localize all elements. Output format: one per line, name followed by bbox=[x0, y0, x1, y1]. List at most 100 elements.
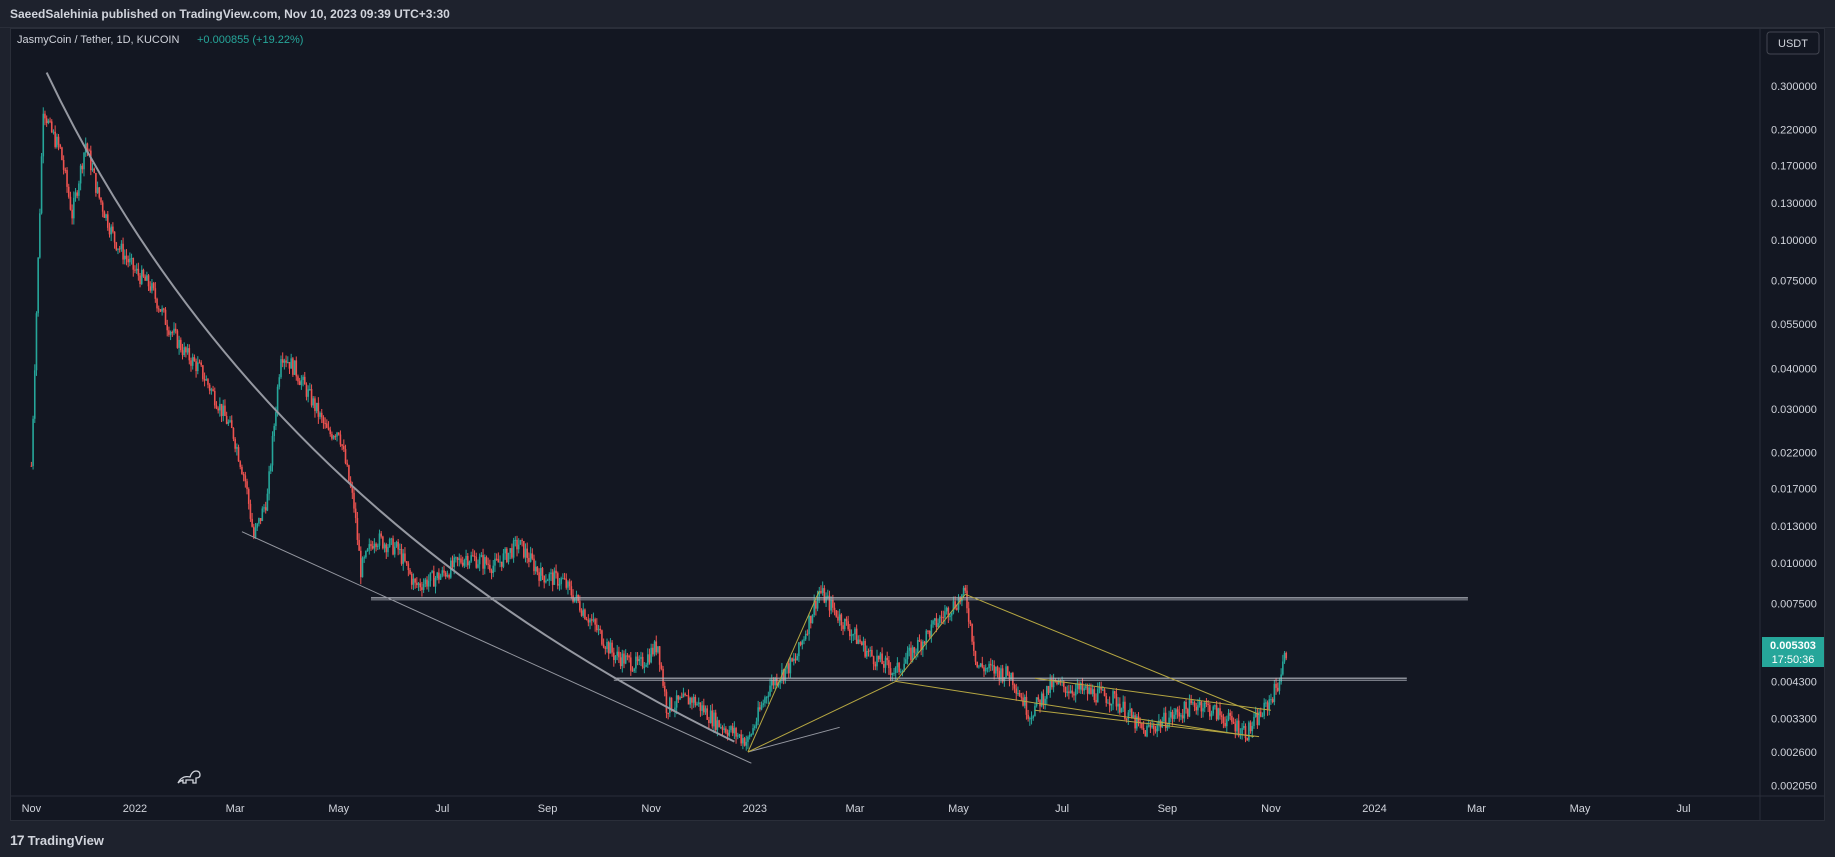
candle-body bbox=[1266, 702, 1269, 710]
candle-body bbox=[886, 657, 888, 661]
candle-body bbox=[276, 386, 279, 413]
price-tick-label: 0.130000 bbox=[1771, 198, 1817, 210]
candle-body bbox=[353, 492, 355, 509]
candle-body bbox=[976, 661, 978, 667]
candle-body bbox=[881, 653, 883, 665]
candle-body bbox=[753, 726, 756, 729]
candle-body bbox=[1278, 681, 1281, 691]
candle-body bbox=[933, 618, 936, 621]
pattern-line[interactable] bbox=[1034, 709, 1260, 738]
price-tick-label: 0.220000 bbox=[1771, 124, 1817, 136]
tradingview-logo[interactable]: 17 TradingView bbox=[10, 832, 104, 848]
candle-body bbox=[475, 556, 478, 568]
candle-body bbox=[180, 339, 182, 351]
pattern-line[interactable] bbox=[895, 594, 966, 682]
candle-body bbox=[37, 257, 39, 314]
candle-body bbox=[112, 226, 114, 232]
candle-body bbox=[1234, 723, 1237, 732]
candle-body bbox=[1064, 686, 1067, 693]
candle-body bbox=[1010, 672, 1012, 680]
currency-button[interactable]: USDT bbox=[1766, 31, 1820, 55]
pattern-line[interactable] bbox=[747, 590, 820, 753]
candle-body bbox=[324, 423, 326, 425]
candle-body bbox=[1112, 691, 1114, 704]
candle-body bbox=[901, 671, 904, 673]
candle-body bbox=[373, 543, 376, 549]
candle-body bbox=[646, 654, 649, 665]
candle-body bbox=[397, 541, 399, 550]
candle-body bbox=[1039, 699, 1041, 707]
candle-body bbox=[1001, 668, 1004, 682]
candle-body bbox=[242, 474, 245, 476]
pattern-line[interactable] bbox=[747, 680, 896, 753]
candle-body bbox=[1215, 705, 1218, 720]
candle-body bbox=[694, 696, 697, 706]
candle-body bbox=[888, 660, 890, 669]
candle-body bbox=[804, 633, 807, 640]
candle-body bbox=[161, 308, 163, 312]
candle-body bbox=[587, 620, 590, 623]
candle-body bbox=[604, 647, 607, 649]
candle-body bbox=[341, 444, 343, 446]
candle-body bbox=[745, 741, 748, 746]
pattern-line[interactable] bbox=[965, 593, 1260, 715]
candle-body bbox=[174, 328, 177, 331]
time-tick-label: Nov bbox=[641, 803, 661, 815]
lower-channel-line[interactable] bbox=[241, 531, 752, 764]
candle-body bbox=[811, 614, 814, 624]
candle-body bbox=[619, 657, 622, 667]
candle-body bbox=[1086, 686, 1089, 694]
candle-body bbox=[978, 666, 980, 668]
candle-body bbox=[339, 434, 342, 445]
candle-body bbox=[524, 548, 527, 558]
candle-body bbox=[674, 707, 676, 711]
candle-body bbox=[1005, 666, 1007, 678]
candle-body bbox=[757, 707, 759, 722]
time-axis: Nov 2022 Mar May Jul Sep Nov 2023 Mar May Jul Sep No… bbox=[22, 803, 1691, 815]
candle-body bbox=[1209, 705, 1211, 717]
candle-body bbox=[658, 646, 661, 665]
descending-curve-trendline[interactable] bbox=[45, 72, 735, 743]
candle-body bbox=[207, 379, 209, 385]
price-chart[interactable]: 0.4000000.3000000.2200000.1700000.130000… bbox=[11, 29, 1824, 820]
candle-body bbox=[360, 550, 362, 578]
breakout-line[interactable] bbox=[747, 726, 840, 753]
candle-body bbox=[293, 360, 296, 375]
candle-body bbox=[774, 678, 776, 686]
price-tick-label: 0.030000 bbox=[1771, 404, 1817, 416]
pattern-line[interactable] bbox=[1034, 677, 1272, 711]
candle-body bbox=[1168, 717, 1170, 727]
currency-label[interactable]: USDT bbox=[1778, 38, 1808, 50]
price-tick-label: 0.055000 bbox=[1771, 319, 1817, 331]
candle-body bbox=[925, 630, 928, 644]
candle-body bbox=[354, 508, 357, 518]
candle-body bbox=[915, 652, 917, 654]
candle-body bbox=[553, 570, 556, 585]
candle-body bbox=[1110, 703, 1113, 706]
candle-body bbox=[935, 618, 938, 627]
pattern-line[interactable] bbox=[895, 680, 1255, 738]
candle-body bbox=[358, 539, 360, 551]
candle-body bbox=[1107, 702, 1109, 704]
candle-body bbox=[444, 572, 447, 577]
candle-body bbox=[536, 566, 539, 573]
candle-body bbox=[691, 697, 693, 703]
candle-body bbox=[874, 664, 877, 667]
candle-body bbox=[832, 600, 834, 608]
candle-body bbox=[1253, 716, 1255, 727]
candle-body bbox=[343, 445, 345, 450]
candle-body bbox=[443, 570, 445, 573]
candle-body bbox=[1132, 715, 1135, 718]
candle-body bbox=[222, 405, 225, 416]
candle-body bbox=[1185, 701, 1187, 710]
candle-body bbox=[519, 540, 522, 545]
candle-body bbox=[74, 192, 77, 198]
chart-frame[interactable]: 0.4000000.3000000.2200000.1700000.130000… bbox=[10, 28, 1825, 821]
price-tick-label: 0.002600 bbox=[1771, 747, 1817, 759]
time-tick-label: Jul bbox=[1677, 803, 1691, 815]
candle-body bbox=[146, 275, 148, 281]
candle-body bbox=[300, 379, 303, 385]
candle-body bbox=[1207, 703, 1209, 706]
candle-body bbox=[461, 562, 464, 566]
candle-body bbox=[470, 555, 472, 562]
